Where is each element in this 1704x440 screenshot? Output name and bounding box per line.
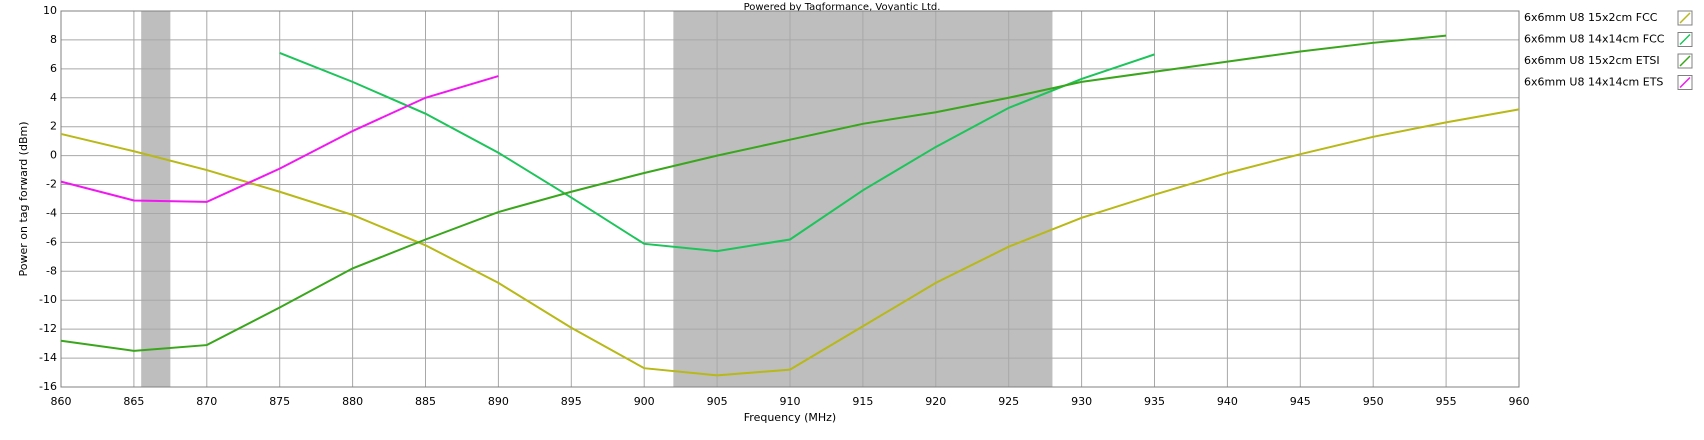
x-tick-label: 905 [707,395,728,408]
x-tick-label: 950 [1363,395,1384,408]
x-tick-label: 955 [1436,395,1457,408]
y-tick-label: -10 [39,293,57,306]
x-axis-label: Frequency (MHz) [744,411,836,424]
x-tick-label: 915 [852,395,873,408]
series-line [60,108,1520,377]
legend-label: 6x6mm U8 14x14cm FCC [1524,33,1665,46]
x-tick-label: 940 [1217,395,1238,408]
y-tick-label: 8 [50,33,57,46]
y-tick-label: -2 [46,178,57,191]
series-line [279,52,1155,253]
series-line [60,75,499,203]
y-tick-label: -6 [46,235,57,248]
chart-title: Powered by Tagformance, Voyantic Ltd. [744,2,941,13]
x-tick-label: 900 [634,395,655,408]
shaded-region [141,11,171,387]
x-tick-label: 890 [488,395,509,408]
x-tick-label: 865 [123,395,144,408]
y-tick-label: 6 [50,62,57,75]
legend-label: 6x6mm U8 15x2cm ETSI [1524,54,1660,67]
legend-swatch-line [1679,33,1691,46]
y-tick-label: -14 [39,351,57,364]
y-tick-label: 0 [50,149,57,162]
legend-label: 6x6mm U8 15x2cm FCC [1524,11,1658,24]
y-tick-label: -8 [46,264,57,277]
x-tick-label: 930 [1071,395,1092,408]
x-tick-label: 880 [342,395,363,408]
x-tick-label: 860 [51,395,72,408]
legend-swatch-line [1679,12,1691,24]
legend-swatch-line [1679,55,1691,67]
x-tick-label: 895 [561,395,582,408]
x-tick-label: 935 [1144,395,1165,408]
y-tick-label: 2 [50,120,57,133]
series-line [60,34,1447,352]
x-tick-label: 875 [269,395,290,408]
plot-frame [60,10,1520,388]
x-tick-label: 920 [925,395,946,408]
x-tick-label: 945 [1290,395,1311,408]
x-tick-label: 885 [415,395,436,408]
y-tick-label: 10 [43,4,57,17]
legend-label: 6x6mm U8 14x14cm ETS [1524,76,1663,89]
x-tick-label: 870 [196,395,217,408]
y-axis-label: Power on tag forward (dBm) [17,122,30,277]
y-tick-label: -16 [39,380,57,393]
legend-swatch-line [1679,76,1691,89]
x-tick-label: 910 [780,395,801,408]
y-tick-label: -12 [39,322,57,335]
y-tick-label: 4 [50,91,57,104]
x-tick-label: 925 [998,395,1019,408]
y-tick-label: -4 [46,206,57,219]
x-tick-label: 960 [1509,395,1530,408]
